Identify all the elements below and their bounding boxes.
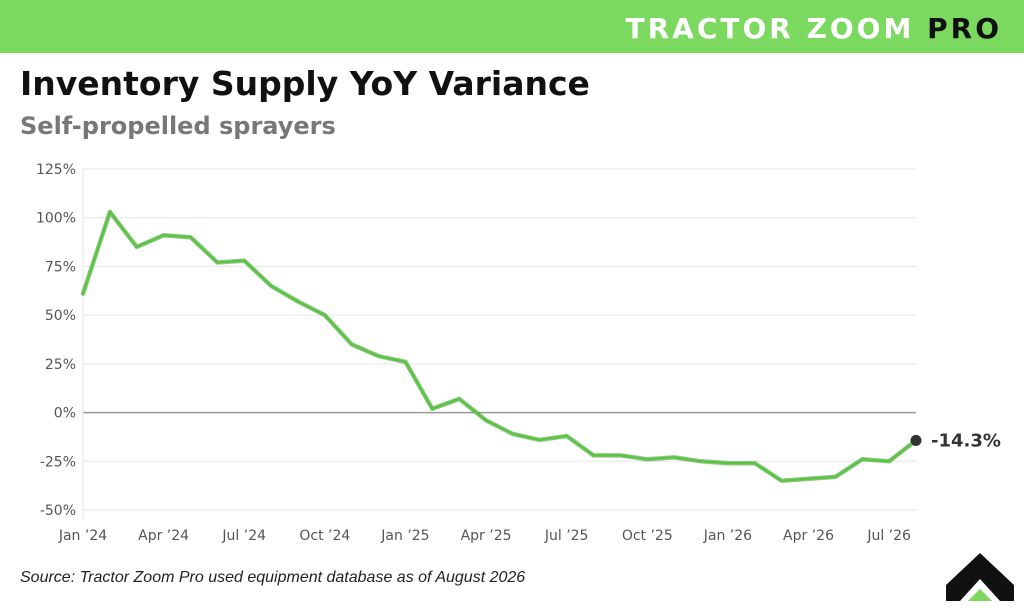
data-point [753, 462, 756, 465]
y-tick-label: 0% [54, 406, 76, 422]
data-point [619, 454, 622, 457]
x-tick-label: Jan ’26 [703, 528, 752, 544]
data-point [296, 300, 300, 303]
x-tick-label: Apr ’24 [138, 528, 189, 544]
data-point [350, 343, 353, 346]
series-line [81, 210, 918, 483]
brand-logo-text: TRACTOR ZOOM PRO [625, 12, 1002, 45]
data-point [108, 210, 112, 214]
x-tick-label: Apr ’25 [461, 528, 512, 544]
data-point [243, 259, 246, 262]
data-point [807, 477, 810, 481]
end-value-label: -14.3% [931, 430, 1001, 451]
data-point [377, 354, 380, 358]
tractor-zoom-chevron-icon [946, 553, 1014, 601]
data-point [404, 360, 407, 364]
y-tick-label: 100% [36, 211, 76, 227]
data-point [834, 475, 837, 479]
data-point [269, 284, 273, 288]
data-point [162, 234, 165, 237]
x-tick-label: Jan ’24 [58, 528, 107, 544]
end-point-marker [910, 434, 922, 446]
chart-title: Inventory Supply YoY Variance [20, 64, 590, 103]
data-point [457, 397, 461, 401]
header-bar: TRACTOR ZOOM PRO [0, 0, 1024, 53]
data-point [861, 458, 864, 461]
y-tick-label: 125% [36, 162, 76, 178]
data-point [646, 458, 649, 461]
data-point [565, 434, 568, 438]
data-point [726, 462, 730, 465]
data-point [887, 460, 891, 463]
y-tick-label: 75% [45, 259, 76, 275]
y-tick-label: -25% [40, 454, 76, 470]
data-point [81, 292, 85, 295]
data-point [484, 419, 488, 422]
x-tick-label: Oct ’24 [299, 528, 350, 544]
source-note: Source: Tractor Zoom Pro used equipment … [20, 569, 526, 586]
data-point [672, 456, 676, 459]
y-tick-label: 25% [45, 357, 76, 373]
line-chart: 125% 100% 75% 50% 25% 0% -25% -50% Jan ’24 Apr ’2… [36, 162, 1001, 544]
data-point [323, 313, 327, 317]
brand-name: TRACTOR ZOOM [625, 12, 915, 45]
y-tick-label: -50% [40, 503, 76, 519]
data-point [431, 407, 434, 410]
data-point [216, 261, 219, 264]
brand-pro: PRO [927, 12, 1002, 45]
data-point [189, 236, 192, 239]
data-point [780, 479, 783, 482]
x-tick-label: Jan ’25 [380, 528, 429, 544]
data-point [135, 245, 138, 249]
data-point [592, 454, 595, 457]
chart-subtitle: Self-propelled sprayers [20, 112, 336, 140]
x-tick-label: Apr ’26 [783, 528, 834, 544]
data-point [699, 460, 703, 463]
data-point [511, 432, 515, 436]
y-tick-label: 50% [45, 308, 76, 324]
x-tick-label: Jul ’26 [866, 528, 911, 544]
x-tick-label: Oct ’25 [622, 528, 673, 544]
x-tick-label: Jul ’24 [221, 528, 266, 544]
data-point [538, 438, 542, 442]
x-tick-label: Jul ’25 [544, 528, 589, 544]
